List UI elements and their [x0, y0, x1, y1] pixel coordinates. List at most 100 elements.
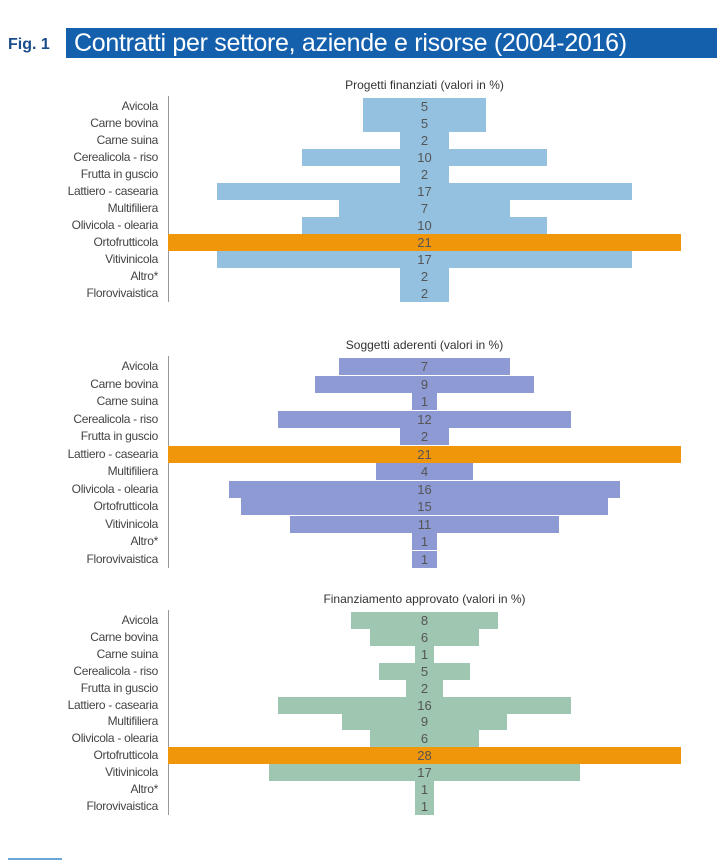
chart-row: Multifiliera 9 — [0, 713, 723, 731]
category-label: Multifiliera — [107, 201, 159, 215]
value-label: 17 — [417, 252, 432, 267]
bar — [375, 463, 474, 480]
bar — [168, 747, 681, 765]
value-label: 9 — [420, 376, 429, 392]
value-label: 6 — [420, 731, 429, 747]
value-label: 9 — [420, 714, 429, 730]
category-label: Olivicola - olearia — [71, 481, 159, 496]
value-label: 21 — [417, 446, 432, 462]
chart-row: Vitivinicola 11 — [0, 515, 723, 533]
category-label: Carne bovina — [90, 629, 158, 644]
category-label: Avicola — [121, 99, 159, 113]
category-label: Cerealicola - riso — [73, 663, 158, 678]
bar — [415, 797, 434, 815]
bar — [412, 393, 437, 410]
category-label: Frutta in guscio — [80, 429, 159, 443]
category-label: Vitivinicola — [105, 765, 158, 780]
value-label: 21 — [417, 235, 432, 250]
bar — [314, 375, 535, 393]
bar — [290, 515, 559, 533]
chart-row: Carne suina 1 — [0, 645, 723, 663]
category-label: Carne suina — [96, 133, 159, 147]
bar — [168, 234, 681, 251]
bar — [229, 480, 620, 498]
category-label: Olivicola - olearia — [71, 731, 159, 746]
category-label: Multifiliera — [107, 464, 159, 478]
category-label: Ortofrutticola — [93, 748, 159, 763]
category-label: Lattiero - casearia — [67, 697, 159, 712]
chart-row: Olivicola - olearia 16 — [0, 480, 723, 498]
bar — [378, 662, 471, 680]
bar — [400, 166, 449, 183]
value-label: 10 — [417, 218, 432, 233]
value-label: 28 — [417, 748, 432, 764]
chart-row: Carne suina 2 — [0, 132, 723, 149]
bar — [400, 428, 449, 445]
bar — [412, 550, 437, 568]
value-label: 16 — [417, 481, 432, 497]
chart-row: Olivicola - olearia 10 — [0, 217, 723, 234]
category-label: Multifiliera — [107, 714, 159, 729]
chart-row: Multifiliera 4 — [0, 463, 723, 480]
category-label: Florovivaistica — [86, 798, 158, 813]
chart-row: Avicola 5 — [0, 98, 723, 115]
value-label: 5 — [420, 99, 429, 114]
chart-row: Altro* 2 — [0, 268, 723, 285]
value-label: 17 — [417, 765, 432, 781]
value-label: 4 — [420, 464, 429, 479]
category-label: Ortofrutticola — [93, 235, 159, 249]
chart-row: Ortofrutticola 28 — [0, 747, 723, 765]
value-label: 1 — [420, 798, 429, 814]
bar — [339, 200, 510, 217]
chart-row: Ortofrutticola 21 — [0, 234, 723, 251]
bar — [400, 132, 449, 149]
figure-number: Fig. 1 — [8, 36, 50, 53]
value-label: 11 — [417, 516, 432, 532]
category-label: Florovivaistica — [86, 551, 158, 566]
category-axis — [168, 610, 169, 815]
bar — [415, 781, 434, 798]
bar — [363, 115, 486, 132]
chart-row: Avicola 7 — [0, 358, 723, 375]
value-label: 1 — [420, 551, 429, 567]
category-label: Vitivinicola — [105, 252, 158, 266]
bar — [302, 149, 547, 166]
value-label: 8 — [420, 613, 429, 628]
chart-row: Olivicola - olearia 6 — [0, 730, 723, 748]
value-label: 5 — [420, 663, 429, 679]
category-label: Lattiero - casearia — [67, 446, 159, 461]
category-label: Altro* — [130, 782, 158, 796]
value-label: 2 — [420, 286, 429, 301]
chart-row: Vitivinicola 17 — [0, 764, 723, 782]
chart-row: Florovivaistica 1 — [0, 550, 723, 568]
category-label: Carne bovina — [90, 376, 158, 391]
category-label: Avicola — [121, 613, 159, 627]
value-label: 15 — [417, 499, 432, 514]
category-label: Florovivaistica — [86, 286, 158, 300]
chart-row: Carne bovina 9 — [0, 375, 723, 393]
bar — [241, 498, 608, 515]
chart-row: Frutta in guscio 2 — [0, 428, 723, 445]
bar — [369, 628, 480, 646]
chart-row: Frutta in guscio 2 — [0, 679, 723, 697]
bar — [302, 217, 547, 234]
category-label: Vitivinicola — [105, 516, 158, 531]
bar — [412, 533, 437, 550]
value-label: 1 — [420, 394, 429, 409]
chart-row: Florovivaistica 2 — [0, 285, 723, 302]
value-label: 12 — [417, 411, 432, 427]
bar — [363, 98, 486, 115]
value-label: 1 — [420, 534, 429, 549]
bar — [415, 645, 434, 663]
value-label: 1 — [420, 646, 429, 662]
chart-row: Carne bovina 6 — [0, 628, 723, 646]
figure-header: Fig. 1 Contratti per settore, aziende e … — [0, 28, 717, 58]
category-label: Altro* — [130, 534, 158, 548]
chart-row: Avicola 8 — [0, 612, 723, 629]
bar — [268, 764, 581, 782]
value-label: 5 — [420, 116, 429, 131]
chart-row: Florovivaistica 1 — [0, 797, 723, 815]
category-label: Olivicola - olearia — [71, 218, 159, 232]
chart-row: Altro* 1 — [0, 781, 723, 798]
category-label: Carne bovina — [90, 116, 158, 130]
